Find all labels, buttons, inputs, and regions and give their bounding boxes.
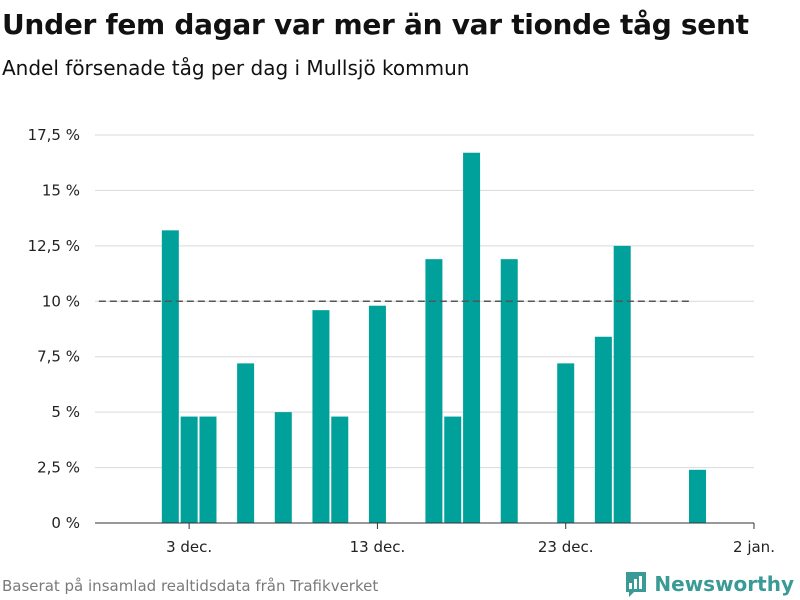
bars [161,152,707,524]
bar [368,305,386,523]
chart-subtitle: Andel försenade tåg per dag i Mullsjö ko… [2,56,470,80]
source-note: Baserat på insamlad realtidsdata från Tr… [2,577,379,595]
bar [557,363,575,523]
bar [274,412,292,523]
y-tick-label: 5 % [51,403,80,421]
x-tick-label: 3 dec. [166,538,212,556]
chart-title: Under fem dagar var mer än var tionde tå… [2,8,749,41]
bar [237,363,255,523]
bar [161,230,179,523]
y-tick-label: 7,5 % [37,348,80,366]
y-tick-label: 15 % [42,181,80,199]
y-tick-label: 12,5 % [28,237,80,255]
bar [689,469,707,523]
bar [613,245,631,523]
axes: 0 % 2,5 % 5 % 7,5 % 10 % 12,5 % 15 % 17,5 % 3 de… [28,126,775,556]
newsworthy-logo-icon [626,572,647,597]
bar [425,259,443,523]
y-tick-label: 2,5 % [37,459,80,477]
bar [444,416,462,523]
bar [463,152,481,524]
bar [594,336,612,523]
x-tick-label: 13 dec. [350,538,406,556]
bar [500,259,518,523]
y-tick-label: 10 % [42,292,80,310]
x-tick-label: 2 jan. [733,538,775,556]
x-tick-label: 23 dec. [538,538,594,556]
bar [312,310,330,523]
bar [331,416,349,523]
y-tick-label: 17,5 % [28,126,80,144]
bar [180,416,198,523]
y-tick-label: 0 % [51,514,80,532]
brand-name: Newsworthy [654,572,794,596]
brand-logo: Newsworthy [624,569,794,599]
bar [199,416,217,523]
